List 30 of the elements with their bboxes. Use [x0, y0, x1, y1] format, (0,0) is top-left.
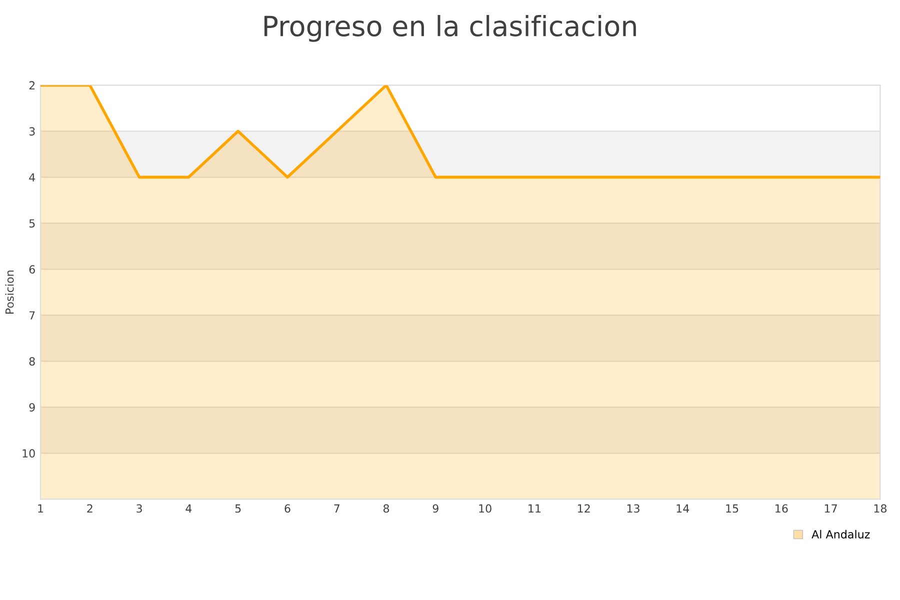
x-tick-label: 1 [38, 504, 44, 513]
x-tick-label: 14 [676, 504, 690, 513]
x-tick-label: 9 [432, 504, 438, 513]
chart-title: Progreso en la clasificacion [264, 15, 636, 42]
x-tick-label: 17 [824, 504, 837, 513]
x-tick-label: 10 [479, 504, 492, 513]
y-tick-label: 5 [29, 219, 35, 228]
y-tick-label: 8 [29, 357, 35, 366]
legend-label: Al Andaluz [812, 530, 870, 538]
x-tick-label: 8 [383, 504, 390, 513]
y-tick-label: 7 [29, 311, 35, 320]
y-axis-title: Posicion [5, 270, 14, 314]
x-tick-label: 15 [726, 504, 738, 513]
x-tick-label: 7 [334, 504, 340, 513]
y-tick-label: 4 [29, 173, 36, 182]
x-tick-label: 18 [874, 504, 887, 513]
x-tick-label: 6 [284, 504, 290, 513]
y-tick-label: 3 [29, 127, 35, 136]
x-tick-label: 11 [528, 504, 540, 513]
x-tick-label: 12 [578, 504, 590, 513]
y-tick-label: 9 [29, 403, 35, 412]
x-tick-label: 13 [627, 504, 640, 513]
x-tick-label: 16 [776, 504, 788, 513]
x-tick-label: 5 [235, 504, 241, 513]
y-tick-label: 10 [22, 449, 35, 458]
y-tick-label: 2 [29, 81, 35, 90]
x-tick-label: 2 [87, 504, 92, 513]
x-tick-label: 4 [186, 504, 192, 513]
x-tick-label: 3 [136, 504, 142, 513]
y-tick-label: 6 [29, 265, 35, 274]
